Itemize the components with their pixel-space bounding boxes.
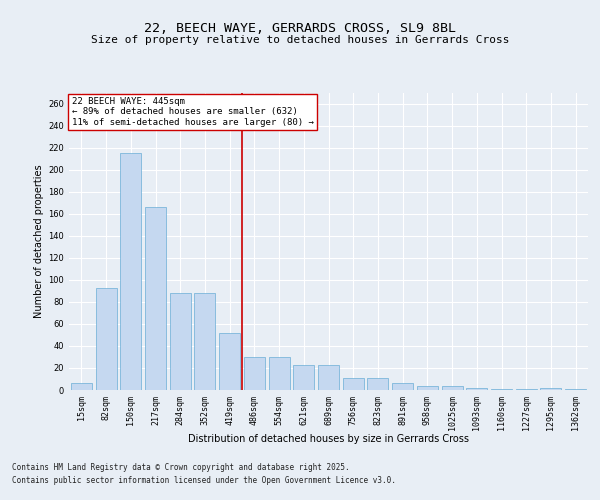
Bar <box>392 384 413 390</box>
Bar <box>318 364 339 390</box>
Bar <box>120 153 141 390</box>
Bar <box>145 207 166 390</box>
Bar <box>170 293 191 390</box>
Bar <box>541 388 562 390</box>
Bar <box>219 332 240 390</box>
Bar <box>516 389 537 390</box>
Bar <box>491 389 512 390</box>
Bar <box>269 357 290 390</box>
Bar <box>194 293 215 390</box>
Bar <box>417 386 438 390</box>
Bar <box>244 357 265 390</box>
Bar <box>367 378 388 390</box>
Bar <box>95 288 116 390</box>
Bar <box>442 386 463 390</box>
X-axis label: Distribution of detached houses by size in Gerrards Cross: Distribution of detached houses by size … <box>188 434 469 444</box>
Text: 22, BEECH WAYE, GERRARDS CROSS, SL9 8BL: 22, BEECH WAYE, GERRARDS CROSS, SL9 8BL <box>144 22 456 36</box>
Text: 22 BEECH WAYE: 445sqm
← 89% of detached houses are smaller (632)
11% of semi-det: 22 BEECH WAYE: 445sqm ← 89% of detached … <box>71 97 313 127</box>
Y-axis label: Number of detached properties: Number of detached properties <box>34 164 44 318</box>
Bar <box>293 364 314 390</box>
Bar <box>466 388 487 390</box>
Bar <box>565 389 586 390</box>
Text: Contains public sector information licensed under the Open Government Licence v3: Contains public sector information licen… <box>12 476 396 485</box>
Bar <box>71 384 92 390</box>
Text: Contains HM Land Registry data © Crown copyright and database right 2025.: Contains HM Land Registry data © Crown c… <box>12 464 350 472</box>
Bar <box>343 378 364 390</box>
Text: Size of property relative to detached houses in Gerrards Cross: Size of property relative to detached ho… <box>91 35 509 45</box>
